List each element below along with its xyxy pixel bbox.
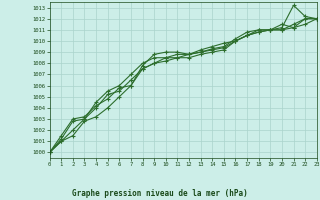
Text: Graphe pression niveau de la mer (hPa): Graphe pression niveau de la mer (hPa) — [72, 189, 248, 198]
